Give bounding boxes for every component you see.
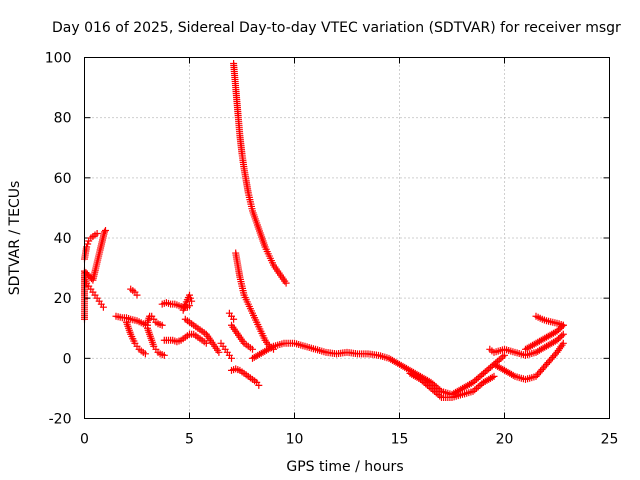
data-point: [93, 229, 101, 237]
y-tick-label: 100: [45, 51, 72, 67]
data-point: [559, 330, 567, 338]
data-series: [81, 60, 567, 401]
data-point: [186, 291, 193, 299]
series-arc-22-23h-rise: [522, 321, 567, 353]
series-arc-3-4h: [144, 324, 168, 359]
y-axis-label: SDTVAR / TECUs: [7, 181, 23, 296]
data-point: [544, 359, 552, 367]
data-point: [501, 351, 508, 359]
axis-ticks: -20 0 20 40 60 80 100 0 5 10 15 20 25: [45, 51, 619, 448]
x-tick-label: 10: [286, 432, 304, 448]
series-arc-7h-mid: [225, 309, 238, 323]
data-point: [158, 321, 166, 329]
data-point: [543, 360, 550, 368]
series-arc-20-23h-lower: [490, 339, 567, 383]
data-point: [228, 354, 235, 362]
series-arc-2h: [127, 285, 141, 299]
series-arc-5-6h: [181, 315, 223, 356]
data-point: [187, 294, 195, 302]
data-point: [553, 336, 561, 344]
x-tick-label: 15: [391, 432, 409, 448]
data-point: [559, 339, 567, 347]
series-arc-5h-upper: [179, 291, 196, 314]
data-point: [490, 372, 498, 380]
x-axis-label: GPS time / hours: [286, 459, 403, 475]
data-point: [160, 351, 168, 359]
y-tick-label: 40: [54, 231, 72, 247]
series-arc-6-7h: [217, 339, 235, 362]
data-point: [535, 369, 543, 377]
data-point: [556, 333, 564, 341]
series-arc-3-4h-upper: [144, 312, 166, 329]
data-point: [555, 326, 563, 334]
data-point: [215, 348, 223, 356]
data-point: [546, 357, 553, 365]
data-point: [556, 324, 564, 332]
series-arc-2-3h-drop: [123, 318, 149, 358]
x-tick-label: 25: [601, 432, 619, 448]
data-point: [102, 226, 109, 234]
data-point: [555, 335, 563, 343]
data-point: [540, 364, 547, 372]
x-tick-label: 20: [496, 432, 514, 448]
data-point: [255, 381, 263, 389]
series-band-secondary: [406, 369, 498, 401]
data-point: [550, 352, 558, 360]
data-point: [99, 303, 107, 311]
data-point: [532, 372, 540, 380]
series-arc-20-23h-upper: [486, 330, 567, 359]
grid: [84, 57, 610, 419]
data-point: [282, 279, 290, 287]
y-tick-label: -20: [49, 412, 72, 428]
data-point: [133, 291, 141, 299]
data-point: [553, 327, 561, 335]
data-point: [230, 315, 238, 323]
chart-title: Day 016 of 2025, Sidereal Day-to-day VTE…: [52, 20, 621, 36]
data-point: [141, 350, 149, 358]
data-point: [538, 366, 546, 374]
data-point: [249, 345, 256, 353]
data-point: [547, 355, 555, 363]
plot-frame: [84, 57, 610, 419]
data-point: [100, 228, 108, 236]
x-tick-label: 0: [80, 432, 89, 448]
series-arc-4-6h-low: [160, 330, 210, 347]
series-arc-7-8h: [228, 321, 256, 353]
data-point: [552, 350, 559, 358]
data-point: [559, 321, 567, 329]
y-tick-label: 20: [54, 291, 72, 307]
series-arc-1.5-3h: [112, 312, 151, 329]
series-arc-steep: [230, 60, 290, 287]
data-point: [558, 332, 566, 340]
data-point: [537, 367, 544, 375]
data-point: [84, 240, 92, 248]
data-point: [534, 371, 541, 379]
data-point: [558, 323, 566, 331]
y-tick-label: 80: [54, 111, 72, 127]
data-point: [202, 339, 210, 347]
data-point: [549, 353, 556, 361]
x-tick-label: 5: [185, 432, 194, 448]
y-tick-label: 60: [54, 171, 72, 187]
series-arc-21-23h: [532, 312, 567, 329]
data-point: [188, 297, 196, 305]
series-arc-7-9h-decay: [232, 249, 277, 353]
data-point: [541, 362, 549, 370]
series-arc-7-8h-low: [228, 365, 263, 389]
y-tick-label: 0: [63, 351, 72, 367]
